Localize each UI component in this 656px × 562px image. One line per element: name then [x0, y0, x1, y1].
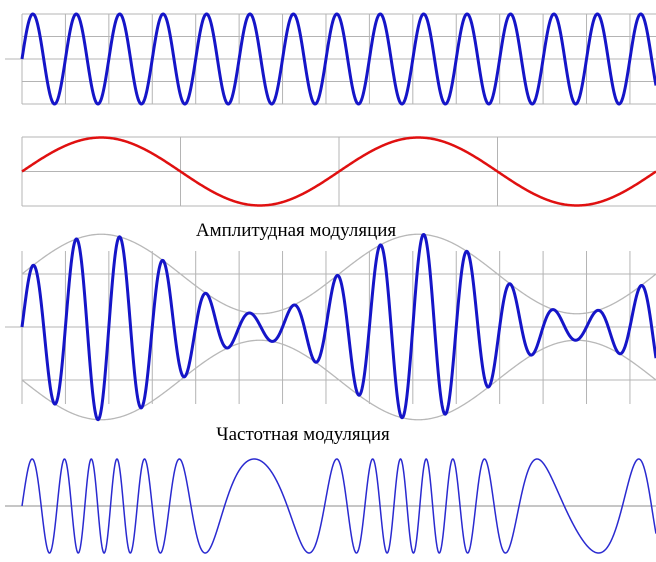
- fm-caption: Частотная модуляция: [216, 424, 390, 445]
- carrier-wave-line: [20, 12, 656, 106]
- am-envelope-upper: [21, 233, 656, 315]
- message-signal-panel: [21, 136, 656, 207]
- am-envelope-lower: [21, 339, 656, 421]
- fm-signal-line: [21, 458, 656, 554]
- am-signal-line: [20, 232, 656, 422]
- am-caption: Амплитудная модуляция: [196, 220, 397, 241]
- fm-signal-panel: [5, 458, 656, 554]
- am-signal-panel: [5, 232, 656, 422]
- carrier-wave-panel: [5, 12, 656, 106]
- message-signal-line: [21, 136, 656, 207]
- am-grid: [5, 251, 656, 404]
